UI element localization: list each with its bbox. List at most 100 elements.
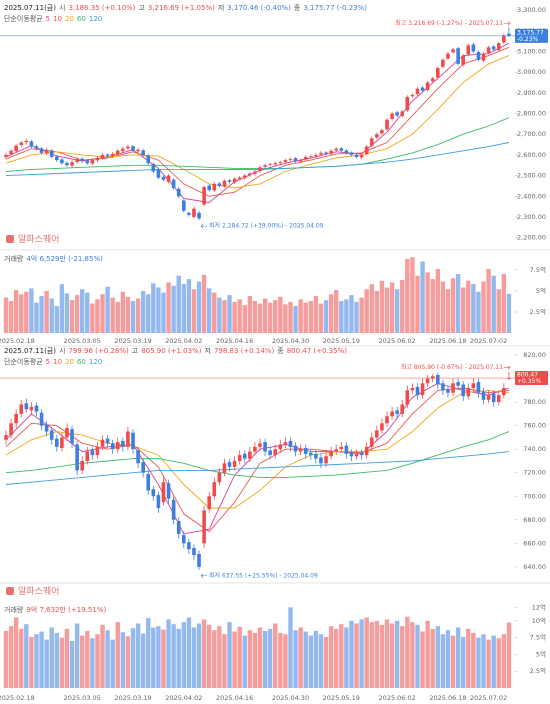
volume-bar — [8, 301, 14, 333]
x-tick-label: 2025.06.02 — [379, 337, 416, 345]
volume-bar — [262, 298, 268, 333]
x-tick-label: 2025.06.18 — [429, 694, 466, 702]
x-tick-label: 2025.04.02 — [165, 337, 202, 345]
quote-high: 805.90 (+1.03%) — [141, 347, 202, 355]
volume-bar — [267, 628, 273, 688]
volume-bar — [3, 630, 9, 688]
volume-bar — [207, 288, 212, 333]
arrow — [504, 365, 511, 370]
volume-bar — [394, 289, 400, 333]
volume-bar — [283, 634, 288, 688]
quote-open: 799.96 (+0.28%) — [68, 347, 129, 355]
low-note: 최저 2,284.72 (+39.00%) - 2025.04.09 — [209, 222, 324, 230]
candle-body — [491, 393, 496, 403]
candle-body — [207, 496, 211, 510]
candle-body — [232, 178, 237, 183]
quote-high-label: 고 — [131, 347, 139, 355]
volume-bar — [394, 620, 400, 688]
candle-body — [339, 148, 344, 151]
candle-body — [451, 49, 455, 53]
volume-bar — [196, 281, 202, 333]
y-tick-label: 780.00 — [523, 398, 546, 406]
candle-body — [90, 450, 95, 456]
candle-body — [288, 159, 293, 160]
candle-body — [268, 450, 272, 456]
volume-bar — [466, 628, 471, 688]
volume-bar — [212, 292, 217, 333]
candle-body — [507, 378, 511, 379]
volume-tick-label: 7.5억 — [530, 634, 546, 642]
volume-bar — [308, 301, 313, 333]
volume-bar — [3, 297, 9, 333]
quote-date: 2025.07.11(금) — [4, 4, 56, 12]
volume-bar — [125, 636, 131, 688]
volume-bar — [440, 281, 446, 333]
volume-bar — [196, 623, 202, 688]
volume-bar — [44, 290, 49, 333]
volume-bar — [379, 280, 385, 333]
volume-bar — [496, 638, 501, 688]
legend-entry: 10 — [53, 358, 63, 366]
candle-body — [496, 43, 501, 50]
candle-body — [136, 149, 140, 152]
volume-bar — [49, 627, 54, 688]
y-tick-label: 2,300.00 — [517, 213, 546, 221]
candle-body — [375, 430, 379, 438]
volume-bar — [389, 282, 395, 333]
candle-body — [80, 460, 84, 471]
volume-bar — [125, 296, 131, 333]
candle-body — [212, 482, 217, 497]
legend-entry: 5 — [45, 358, 51, 366]
volume-bar — [293, 630, 298, 688]
volume-bar — [450, 278, 456, 333]
watermark-text: 알파스퀘어 — [18, 235, 60, 245]
volume-bar — [491, 275, 496, 333]
candle-body — [298, 449, 303, 452]
volume-bar — [318, 634, 324, 688]
candle-body — [126, 431, 130, 447]
candle-body — [491, 46, 496, 50]
candle-body — [141, 462, 145, 473]
volume-bar — [140, 290, 146, 333]
volume-bar — [369, 284, 374, 333]
price-tag-value: 3,175.77 — [517, 29, 544, 36]
candle-body — [502, 35, 506, 43]
volume-bar — [29, 636, 34, 688]
volume-bar — [217, 297, 222, 333]
y-tick-label: 720.00 — [523, 469, 546, 477]
price-tag — [515, 28, 548, 43]
candle-body — [354, 453, 359, 457]
candle-body — [329, 451, 333, 457]
candle-body — [141, 150, 145, 155]
candle-body — [273, 449, 278, 456]
volume-bar — [90, 303, 95, 333]
volume-bar — [506, 622, 512, 688]
y-tick-label: 2,200.00 — [517, 234, 546, 242]
ma-title: 단순이동평균 — [4, 15, 43, 23]
candle-body — [369, 138, 374, 146]
candle-body — [446, 389, 450, 393]
candle-body — [415, 88, 420, 95]
x-tick-label: 2025.02.18 — [0, 337, 35, 345]
candle-body — [425, 82, 430, 90]
candle-body — [405, 97, 410, 111]
candle-body — [441, 383, 445, 391]
candle-body — [115, 442, 120, 450]
volume-bar — [100, 624, 105, 688]
volume-bar — [476, 291, 481, 333]
candle-body — [395, 112, 399, 116]
volume-bar — [445, 289, 451, 333]
candle-body — [242, 175, 247, 179]
arrow — [200, 223, 208, 229]
candle-body — [19, 404, 24, 414]
candle-body — [151, 164, 156, 172]
x-tick-label: 2025.07.02 — [470, 337, 507, 345]
volume-bar — [49, 298, 54, 333]
candle-body — [390, 411, 394, 417]
candle-body — [60, 437, 64, 449]
volume-bar — [232, 631, 237, 688]
volume-bar — [146, 618, 151, 688]
volume-bar — [201, 274, 207, 333]
price-tag-change: +0.35% — [517, 378, 541, 385]
volume-bar — [415, 624, 420, 688]
